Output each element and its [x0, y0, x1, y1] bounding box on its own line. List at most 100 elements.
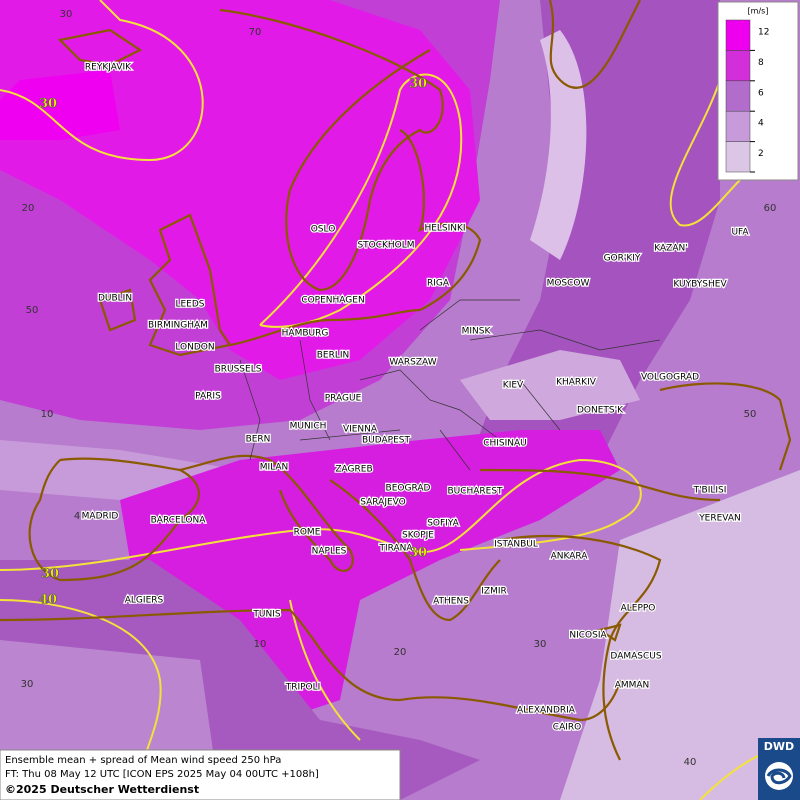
city-label: LONDON [175, 343, 214, 353]
city-label: MOSCOW [547, 279, 590, 289]
contour-label: 40 [39, 593, 57, 608]
city-label: NAPLES [312, 547, 347, 557]
city-label: SKOPJE [402, 531, 434, 541]
city-label: ANKARA [551, 552, 589, 562]
city-label: BARCELONA [151, 516, 207, 526]
contour-label: 30 [409, 77, 427, 92]
city-label: DAMASCUS [610, 652, 661, 662]
city-label: BUDAPEST [362, 436, 411, 446]
contour-labels: 30 30 30 30 40 [39, 76, 428, 608]
footer-line: ©2025 Deutscher Wetterdienst [5, 783, 199, 796]
city-label: BERN [246, 435, 271, 445]
city-label: GOR'KIY [604, 254, 641, 264]
city-label: ALEPPO [621, 604, 656, 614]
legend-tick-label: 4 [758, 119, 764, 129]
contour-label: 30 [39, 97, 57, 112]
city-label: KHARKIV [556, 378, 597, 388]
legend-swatch [725, 110, 751, 142]
footer: Ensemble mean + spread of Mean wind spee… [0, 749, 401, 800]
city-label: BIRMINGHAM [148, 321, 208, 331]
logo-swirl [766, 768, 792, 785]
logo: DWD [758, 738, 800, 800]
city-label: CAIRO [553, 723, 581, 733]
city-label: BEOGRAD [386, 484, 431, 494]
city-label: PARIS [195, 392, 221, 402]
grid-labels: 30 70 20 50 10 4 30 10 20 30 40 60 50 [21, 9, 777, 768]
city-label: ZAGREB [335, 465, 372, 475]
city-label: PRAGUE [325, 394, 362, 404]
grid-label: 30 [60, 9, 73, 20]
grid-label: 40 [684, 757, 697, 768]
city-label: MADRID [82, 512, 119, 522]
city-label: SARAJEVO [360, 498, 406, 508]
footer-line: FT: Thu 08 May 12 UTC [ICON EPS 2025 May… [5, 769, 319, 780]
city-label: ROME [294, 528, 321, 538]
city-label: YEREVAN [698, 514, 741, 524]
grid-label: 10 [254, 639, 267, 650]
city-label: BUCHAREST [447, 487, 503, 497]
footer-line: Ensemble mean + spread of Mean wind spee… [5, 755, 281, 766]
city-label: ALGIERS [125, 596, 164, 606]
city-label: HELSINKI [424, 224, 465, 234]
city-label: IZMIR [481, 587, 507, 597]
contour-label: 30 [41, 567, 59, 582]
city-label: ISTANBUL [494, 540, 538, 550]
city-label: VIENNA [343, 425, 378, 435]
grid-label: 20 [22, 203, 35, 214]
city-label: STOCKHOLM [357, 241, 414, 251]
grid-label: 50 [26, 305, 39, 316]
logo-circle [765, 762, 793, 790]
legend-tick-label: 8 [758, 58, 764, 68]
grid-label: 4 [74, 511, 80, 522]
city-label: TRIPOLI [285, 683, 321, 693]
city-label: MINSK [462, 327, 492, 337]
city-label: KUYBYSHEV [673, 280, 727, 290]
city-label: REYKJAVIK [85, 63, 132, 73]
city-label: KIEV [503, 381, 524, 391]
city-label: BRUSSELS [215, 365, 262, 375]
grid-label: 50 [744, 409, 757, 420]
city-label: ATHENS [433, 597, 469, 607]
grid-label: 10 [41, 409, 54, 420]
logo-text: DWD [764, 740, 794, 753]
city-label: KAZAN' [654, 244, 687, 254]
borders [239, 299, 661, 471]
legend-unit: [m/s] [748, 7, 769, 16]
coastlines [0, 0, 792, 761]
city-label: RIGA [427, 279, 450, 289]
legend-swatch [725, 50, 751, 82]
grid-label: 20 [394, 647, 407, 658]
city-label: NICOSIA [569, 631, 607, 641]
grid-label: 70 [249, 27, 262, 38]
legend-tick-label: 2 [758, 149, 764, 159]
legend-swatch [725, 19, 751, 51]
legend-swatch [725, 141, 751, 173]
city-label: MILAN [260, 463, 289, 473]
city-label: MUNICH [290, 422, 327, 432]
grid-label: 60 [764, 203, 777, 214]
city-label: DUBLIN [98, 294, 132, 304]
city-label: CHISINAU [483, 439, 527, 449]
city-label: OSLO [311, 225, 336, 235]
legend: [m/s] 2 4 6 8 12 [717, 1, 799, 181]
legend-swatch [725, 80, 751, 112]
grid-label: 30 [534, 639, 547, 650]
city-label: VOLGOGRAD [641, 373, 699, 383]
city-label: DONETS'K [577, 406, 624, 416]
grid-label: 30 [21, 679, 34, 690]
city-label: LEEDS [175, 300, 204, 310]
cities: REYKJAVIK OSLO STOCKHOLM HELSINKI DUBLIN LEED… [80, 61, 750, 734]
city-label: TUNIS [252, 610, 280, 620]
city-label: ALEXANDRIA [517, 706, 576, 716]
contour-label: 30 [409, 546, 427, 561]
city-label: AMMAN [615, 681, 650, 691]
city-label: T'BILISI [693, 486, 727, 496]
city-label: TIRANA [378, 544, 413, 554]
city-label: SOFIYA [427, 519, 459, 529]
city-label: BERLIN [317, 351, 350, 361]
city-label: WARSZAW [389, 358, 436, 368]
legend-bars: 2 4 6 8 12 [725, 19, 769, 173]
city-label: COPENHAGEN [301, 296, 364, 306]
